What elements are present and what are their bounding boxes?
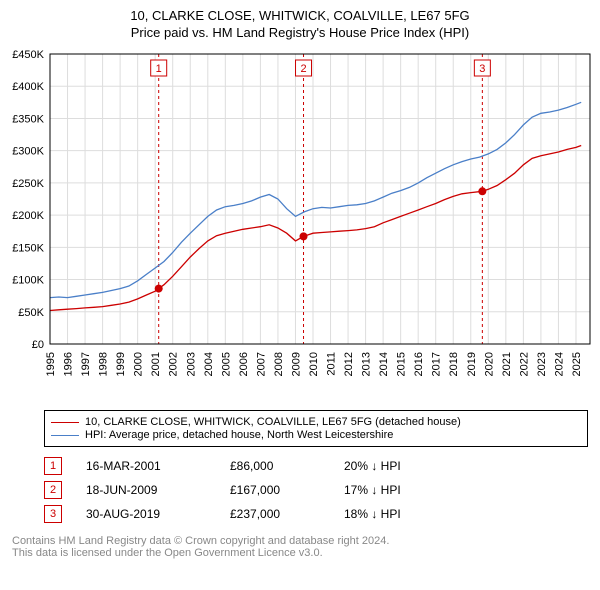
svg-text:£350K: £350K xyxy=(12,113,44,125)
sale-marker-box: 1 xyxy=(44,457,62,475)
legend-swatch xyxy=(51,422,79,423)
svg-text:2022: 2022 xyxy=(518,352,530,376)
legend-box: 10, CLARKE CLOSE, WHITWICK, COALVILLE, L… xyxy=(44,410,588,447)
svg-text:£50K: £50K xyxy=(18,307,44,319)
svg-text:2002: 2002 xyxy=(168,352,180,376)
svg-text:2005: 2005 xyxy=(220,352,232,376)
svg-text:2004: 2004 xyxy=(203,352,215,376)
sale-price: £86,000 xyxy=(230,459,320,473)
svg-text:2003: 2003 xyxy=(185,352,197,376)
svg-text:£250K: £250K xyxy=(12,178,44,190)
svg-text:2007: 2007 xyxy=(255,352,267,376)
svg-text:2025: 2025 xyxy=(571,352,583,376)
title-block: 10, CLARKE CLOSE, WHITWICK, COALVILLE, L… xyxy=(0,0,600,44)
svg-text:2015: 2015 xyxy=(396,352,408,376)
svg-text:2008: 2008 xyxy=(273,352,285,376)
svg-text:2012: 2012 xyxy=(343,352,355,376)
svg-text:2013: 2013 xyxy=(361,352,373,376)
svg-text:£150K: £150K xyxy=(12,242,44,254)
sales-table: 1 16-MAR-2001 £86,000 20% ↓ HPI 2 18-JUN-2009… xyxy=(44,457,588,523)
sales-row: 2 18-JUN-2009 £167,000 17% ↓ HPI xyxy=(44,481,588,499)
title-subtitle: Price paid vs. HM Land Registry's House … xyxy=(0,25,600,40)
svg-text:2023: 2023 xyxy=(536,352,548,376)
sale-hpi-diff: 17% ↓ HPI xyxy=(344,483,444,497)
sale-date: 30-AUG-2019 xyxy=(86,507,206,521)
svg-text:2000: 2000 xyxy=(133,352,145,376)
svg-text:2: 2 xyxy=(300,63,306,75)
svg-text:£400K: £400K xyxy=(12,81,44,93)
sale-marker-box: 3 xyxy=(44,505,62,523)
legend-label: HPI: Average price, detached house, Nort… xyxy=(85,429,393,441)
sale-hpi-diff: 18% ↓ HPI xyxy=(344,507,444,521)
sale-date: 16-MAR-2001 xyxy=(86,459,206,473)
svg-text:2018: 2018 xyxy=(448,352,460,376)
chart-svg: £0 £50K £100K £150K £200K £250K £300K £350K £400… xyxy=(0,44,600,404)
svg-text:£200K: £200K xyxy=(12,210,44,222)
chart-area: £0 £50K £100K £150K £200K £250K £300K £350K £400… xyxy=(0,44,600,404)
svg-text:3: 3 xyxy=(479,63,485,75)
legend-row: HPI: Average price, detached house, Nort… xyxy=(51,429,581,441)
legend-row: 10, CLARKE CLOSE, WHITWICK, COALVILLE, L… xyxy=(51,416,581,428)
svg-text:£100K: £100K xyxy=(12,275,44,287)
svg-text:£0: £0 xyxy=(32,339,44,351)
legend-swatch xyxy=(51,435,79,436)
sale-date: 18-JUN-2009 xyxy=(86,483,206,497)
svg-text:1999: 1999 xyxy=(115,352,127,376)
title-address: 10, CLARKE CLOSE, WHITWICK, COALVILLE, L… xyxy=(0,8,600,23)
footer-attribution: Contains HM Land Registry data © Crown c… xyxy=(12,535,588,559)
svg-text:2016: 2016 xyxy=(413,352,425,376)
footer-line2: This data is licensed under the Open Gov… xyxy=(12,547,588,559)
svg-text:2024: 2024 xyxy=(553,352,565,376)
sale-hpi-diff: 20% ↓ HPI xyxy=(344,459,444,473)
svg-text:2014: 2014 xyxy=(378,352,390,376)
svg-text:1995: 1995 xyxy=(45,352,57,376)
svg-text:£300K: £300K xyxy=(12,146,44,158)
svg-text:2009: 2009 xyxy=(290,352,302,376)
svg-text:2010: 2010 xyxy=(308,352,320,376)
chart-container: 10, CLARKE CLOSE, WHITWICK, COALVILLE, L… xyxy=(0,0,600,559)
sale-marker-box: 2 xyxy=(44,481,62,499)
svg-text:1996: 1996 xyxy=(63,352,75,376)
sale-price: £237,000 xyxy=(230,507,320,521)
svg-text:2006: 2006 xyxy=(238,352,250,376)
svg-text:2019: 2019 xyxy=(466,352,478,376)
svg-text:2011: 2011 xyxy=(326,352,338,376)
sales-row: 3 30-AUG-2019 £237,000 18% ↓ HPI xyxy=(44,505,588,523)
svg-text:2001: 2001 xyxy=(150,352,162,376)
svg-text:£450K: £450K xyxy=(12,49,44,61)
sale-price: £167,000 xyxy=(230,483,320,497)
footer-line1: Contains HM Land Registry data © Crown c… xyxy=(12,535,588,547)
svg-text:2017: 2017 xyxy=(431,352,443,376)
svg-text:1998: 1998 xyxy=(98,352,110,376)
svg-text:1: 1 xyxy=(156,63,162,75)
svg-text:2021: 2021 xyxy=(501,352,513,376)
sales-row: 1 16-MAR-2001 £86,000 20% ↓ HPI xyxy=(44,457,588,475)
svg-text:1997: 1997 xyxy=(80,352,92,376)
svg-text:2020: 2020 xyxy=(483,352,495,376)
legend-label: 10, CLARKE CLOSE, WHITWICK, COALVILLE, L… xyxy=(85,416,461,428)
